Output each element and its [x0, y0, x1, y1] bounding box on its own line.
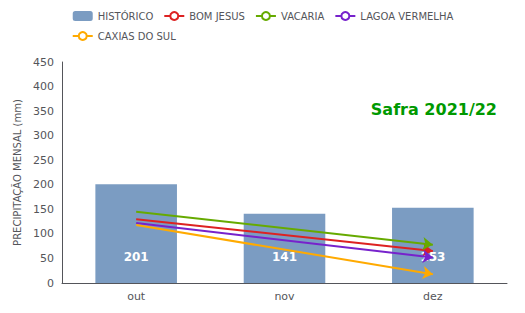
svg-text:VACARIA: VACARIA: [281, 11, 325, 22]
svg-text:BOM JESUS: BOM JESUS: [189, 11, 245, 22]
svg-text:141: 141: [272, 250, 297, 264]
svg-text:450: 450: [33, 56, 54, 69]
svg-text:150: 150: [33, 203, 54, 216]
svg-text:300: 300: [33, 129, 54, 142]
svg-text:PRECIPITAÇÃO MENSAL (mm): PRECIPITAÇÃO MENSAL (mm): [11, 99, 23, 246]
svg-text:153: 153: [420, 250, 446, 264]
svg-text:Safra 2021/22: Safra 2021/22: [371, 100, 497, 119]
svg-text:nov: nov: [274, 290, 295, 303]
svg-text:50: 50: [40, 252, 54, 265]
svg-text:250: 250: [33, 154, 54, 167]
svg-text:200: 200: [33, 178, 54, 191]
svg-text:100: 100: [33, 227, 54, 240]
svg-text:LAGOA VERMELHA: LAGOA VERMELHA: [360, 11, 453, 22]
svg-text:0: 0: [47, 277, 54, 290]
svg-text:CAXIAS DO SUL: CAXIAS DO SUL: [98, 31, 176, 42]
svg-text:out: out: [127, 290, 146, 303]
svg-text:400: 400: [33, 80, 54, 93]
svg-text:HISTÓRICO: HISTÓRICO: [98, 10, 154, 22]
svg-text:350: 350: [33, 105, 54, 118]
svg-text:dez: dez: [423, 290, 443, 303]
svg-text:201: 201: [124, 250, 149, 264]
